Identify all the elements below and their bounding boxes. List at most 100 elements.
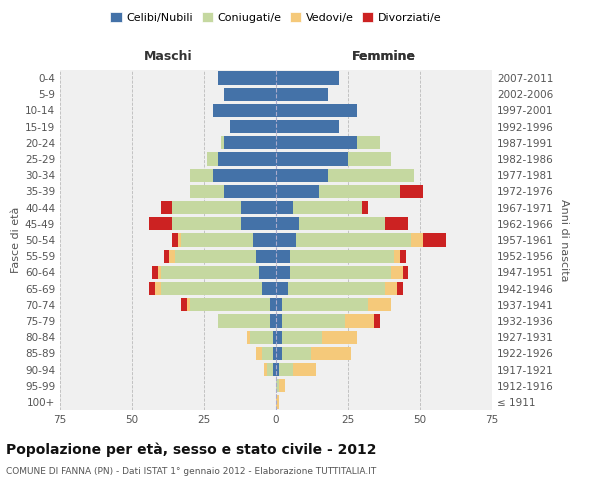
- Bar: [400, 185, 423, 198]
- Bar: [212, 168, 276, 182]
- Bar: [293, 363, 316, 376]
- Bar: [276, 396, 279, 408]
- Bar: [279, 379, 284, 392]
- Bar: [247, 330, 250, 344]
- Bar: [282, 314, 345, 328]
- Bar: [161, 282, 262, 295]
- Bar: [282, 298, 368, 312]
- Bar: [299, 217, 385, 230]
- Bar: [296, 234, 412, 246]
- Bar: [293, 201, 362, 214]
- Bar: [273, 363, 276, 376]
- Bar: [374, 314, 380, 328]
- Bar: [290, 266, 391, 279]
- Bar: [423, 234, 446, 246]
- Legend: Celibi/Nubili, Coniugati/e, Vedovi/e, Divorziati/e: Celibi/Nubili, Coniugati/e, Vedovi/e, Di…: [106, 8, 446, 28]
- Bar: [149, 217, 172, 230]
- Bar: [218, 314, 270, 328]
- Bar: [221, 136, 224, 149]
- Bar: [276, 104, 356, 117]
- Bar: [276, 136, 356, 149]
- Bar: [181, 298, 187, 312]
- Bar: [276, 314, 282, 328]
- Bar: [270, 298, 276, 312]
- Bar: [394, 250, 400, 263]
- Bar: [161, 201, 172, 214]
- Bar: [190, 298, 270, 312]
- Bar: [279, 363, 293, 376]
- Bar: [158, 266, 161, 279]
- Bar: [348, 152, 391, 166]
- Bar: [152, 266, 158, 279]
- Text: COMUNE DI FANNA (PN) - Dati ISTAT 1° gennaio 2012 - Elaborazione TUTTITALIA.IT: COMUNE DI FANNA (PN) - Dati ISTAT 1° gen…: [6, 468, 376, 476]
- Bar: [385, 217, 409, 230]
- Bar: [311, 346, 351, 360]
- Bar: [328, 168, 414, 182]
- Bar: [276, 72, 340, 85]
- Bar: [276, 346, 282, 360]
- Bar: [253, 234, 276, 246]
- Bar: [190, 168, 212, 182]
- Bar: [224, 88, 276, 101]
- Bar: [276, 250, 290, 263]
- Bar: [319, 185, 400, 198]
- Bar: [218, 152, 276, 166]
- Bar: [212, 104, 276, 117]
- Text: Femmine: Femmine: [352, 50, 416, 63]
- Bar: [259, 266, 276, 279]
- Bar: [282, 330, 322, 344]
- Bar: [276, 363, 279, 376]
- Bar: [276, 282, 287, 295]
- Bar: [276, 266, 290, 279]
- Bar: [397, 282, 403, 295]
- Bar: [262, 282, 276, 295]
- Bar: [262, 346, 273, 360]
- Bar: [172, 201, 241, 214]
- Bar: [207, 152, 218, 166]
- Bar: [178, 234, 181, 246]
- Bar: [155, 282, 161, 295]
- Bar: [276, 152, 348, 166]
- Bar: [356, 136, 380, 149]
- Bar: [241, 201, 276, 214]
- Bar: [403, 266, 409, 279]
- Bar: [385, 282, 397, 295]
- Bar: [256, 250, 276, 263]
- Bar: [276, 379, 279, 392]
- Bar: [276, 298, 282, 312]
- Bar: [290, 250, 394, 263]
- Bar: [276, 234, 296, 246]
- Y-axis label: Fasce di età: Fasce di età: [11, 207, 21, 273]
- Bar: [172, 217, 241, 230]
- Text: Femmine: Femmine: [352, 50, 416, 63]
- Bar: [276, 217, 299, 230]
- Bar: [175, 250, 256, 263]
- Bar: [224, 136, 276, 149]
- Bar: [218, 72, 276, 85]
- Bar: [400, 250, 406, 263]
- Y-axis label: Anni di nascita: Anni di nascita: [559, 198, 569, 281]
- Bar: [161, 266, 259, 279]
- Bar: [276, 201, 293, 214]
- Text: Maschi: Maschi: [143, 50, 193, 63]
- Bar: [190, 185, 224, 198]
- Text: Popolazione per età, sesso e stato civile - 2012: Popolazione per età, sesso e stato civil…: [6, 442, 377, 457]
- Bar: [273, 346, 276, 360]
- Bar: [276, 168, 328, 182]
- Bar: [322, 330, 356, 344]
- Bar: [368, 298, 391, 312]
- Bar: [256, 346, 262, 360]
- Bar: [164, 250, 169, 263]
- Bar: [181, 234, 253, 246]
- Bar: [172, 234, 178, 246]
- Bar: [265, 363, 268, 376]
- Bar: [169, 250, 175, 263]
- Bar: [273, 330, 276, 344]
- Bar: [345, 314, 374, 328]
- Bar: [187, 298, 190, 312]
- Bar: [276, 185, 319, 198]
- Bar: [268, 363, 273, 376]
- Bar: [276, 88, 328, 101]
- Bar: [149, 282, 155, 295]
- Bar: [270, 314, 276, 328]
